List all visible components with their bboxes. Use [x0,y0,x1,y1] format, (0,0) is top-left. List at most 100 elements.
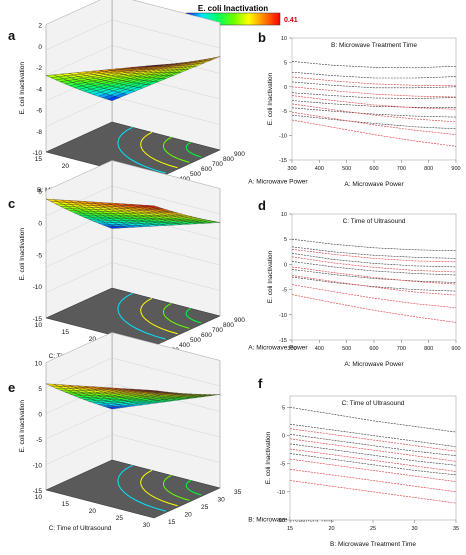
black-series-line [289,453,457,476]
x-tick-label: 700 [212,161,223,168]
black-series-line [291,100,456,108]
x-tick-label: 25 [370,526,376,532]
red-series-line [289,438,457,462]
wall-gridline [45,332,221,363]
red-series-line [291,86,457,98]
floor-contour [162,302,190,329]
x-tick-label: 900 [451,166,460,172]
x-tick-label: 800 [223,156,234,163]
y-tick-label: 10 [281,212,287,218]
y-tick-label: 20 [89,336,97,343]
y-tick-label: 0 [284,85,287,91]
red-series-line [291,95,457,110]
x-tick-label: 500 [190,171,201,178]
red-series-line [291,111,457,135]
z-tick-label: 5 [38,386,42,393]
z-tick-label: -6 [36,108,42,115]
y-tick-label: 20 [62,163,70,170]
black-series-line [291,238,457,252]
x-tick-label: 600 [369,166,378,172]
y-tick-label: -15 [279,158,287,164]
x-tick-label: 700 [397,346,406,352]
black-series-line [291,92,457,99]
red-series-line [291,76,457,87]
panel-letter-e: e [8,380,15,395]
z-tick-label: -10 [33,150,43,157]
x-tick-label: 35 [453,526,459,532]
red-series-line [289,469,457,493]
red-series-line [291,256,457,273]
z-tick-label: 2 [38,23,42,30]
black-series-line [291,253,457,268]
x-tick-label: 15 [287,526,293,532]
y-tick-label: -10 [277,490,285,496]
floor-contour [117,292,166,340]
x-tick-label: 30 [218,497,226,504]
response-surface [45,198,221,229]
chart-title: C: Time of Ultrasound [342,400,405,407]
floor-contour [185,142,202,158]
black-series-line [291,246,457,259]
panel-a: a20-2-4-6-8-10E. coli Inactivation300400… [8,0,308,194]
colorbar-title: E. coli Inactivation [198,4,268,13]
x-tick-label: 500 [342,166,351,172]
z-tick-label: -4 [36,86,42,93]
panel-b: b B: Microwave Treatment Time 300 400 500 600… [258,30,461,188]
wall-gridline [45,383,221,414]
x-axis-label: B: Microwave Treatment Time [330,541,416,548]
z-tick-label: 0 [38,220,42,227]
y-tick-label: 15 [62,501,70,508]
panel-letter-f: f [258,376,263,391]
wall-gridline [45,434,221,465]
z-tick-label: 0 [38,412,42,419]
red-series-line [289,458,457,482]
y-tick-label: 0 [282,433,285,439]
y-tick-label: 30 [143,522,151,529]
panel-f: f C: Time of Ultrasound 15 20 25 30 35 5 0 -5 -10 -… [258,376,459,548]
plot-area [291,213,457,341]
red-series-line [291,284,457,308]
panel-letter-d: d [258,198,266,213]
z-tick-label: -10 [33,284,43,291]
y-tick-label: 10 [35,494,43,501]
x-tick-label: 800 [424,166,433,172]
x-axis-label: A: Microwave Power [248,179,308,186]
z-tick-label: -8 [36,129,42,136]
x-tick-label: 600 [201,332,212,339]
panel-letter-c: c [8,196,15,211]
x-tick-label: 900 [234,151,245,158]
y-tick-label: -15 [279,338,287,344]
floor-contour [140,297,178,335]
z-axis-label: E. coli Inactivation [19,62,26,115]
x-tick-label: 900 [451,346,460,352]
black-series-line [291,107,457,118]
floor-contour [162,474,190,501]
wall-gridline [45,19,221,51]
floor-contour [185,308,202,324]
red-series-line [291,103,457,123]
plot-area [291,37,457,161]
x-tick-label: 600 [369,346,378,352]
y-tick-label: -5 [282,288,287,294]
y-tick-label: 0 [284,262,287,268]
x-tick-label: 500 [190,337,201,344]
x-tick-label: 30 [411,526,417,532]
y-tick-label: -15 [277,518,285,524]
response-surface [45,383,221,410]
floor [45,459,221,519]
red-series-line [291,119,457,147]
x-axis-label: A: Microwave Power [248,345,308,352]
red-series-line [289,480,457,504]
y-axis-label: C: Time of Ultrasound [49,525,112,532]
panel-c: c50-5-10-15E. coli Inactivation300400500… [8,160,308,360]
x-tick-label: 400 [315,166,324,172]
y-axis-label: E. coli Inactivation [267,72,274,125]
x-tick-label: 500 [342,346,351,352]
wall-gridline [45,262,221,293]
x-tick-label: 800 [223,322,234,329]
red-series-line [291,294,457,323]
response-surface [45,56,221,101]
black-series-line [289,434,457,456]
floor-contour [117,464,166,512]
y-tick-label: -5 [282,109,287,115]
